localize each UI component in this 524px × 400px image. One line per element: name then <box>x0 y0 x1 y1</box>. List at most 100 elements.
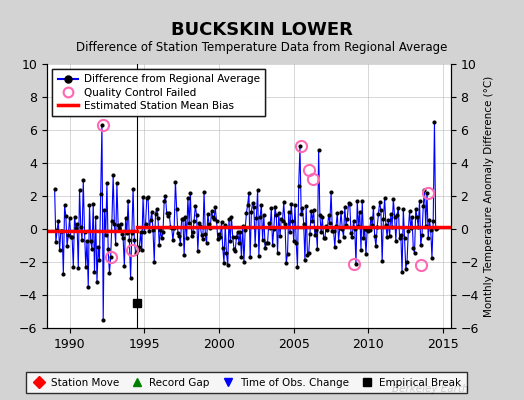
Point <box>123 230 131 236</box>
Point <box>70 214 79 220</box>
Point <box>62 212 70 219</box>
Point <box>266 225 274 232</box>
Point <box>69 264 78 270</box>
Point <box>334 238 343 244</box>
Point <box>52 239 60 245</box>
Point <box>354 223 363 229</box>
Point <box>130 237 138 243</box>
Point <box>297 211 305 217</box>
Point <box>256 214 264 220</box>
Point <box>340 234 348 240</box>
Point <box>68 234 77 240</box>
Point <box>175 233 183 239</box>
Point <box>151 210 160 217</box>
Point <box>407 225 415 232</box>
Point <box>212 218 221 224</box>
Point <box>119 235 127 242</box>
Point <box>275 210 283 216</box>
Point <box>359 235 368 241</box>
Text: Berkeley Earth: Berkeley Earth <box>392 384 469 394</box>
Point <box>110 221 118 227</box>
Point <box>431 226 440 233</box>
Point <box>154 215 162 222</box>
Point <box>330 228 338 234</box>
Point <box>285 209 293 215</box>
Point <box>247 208 256 215</box>
Point <box>383 234 391 240</box>
Point <box>152 206 161 212</box>
Point <box>411 206 420 212</box>
Point <box>356 209 364 215</box>
Point <box>419 203 428 210</box>
Point <box>50 186 59 192</box>
Point <box>234 229 242 235</box>
Point <box>394 205 402 211</box>
Point <box>418 232 426 238</box>
Point <box>208 208 216 214</box>
Point <box>75 186 84 193</box>
Point <box>170 224 178 231</box>
Point <box>391 238 400 244</box>
Point <box>420 187 429 193</box>
Point <box>125 236 134 243</box>
Point <box>112 240 120 247</box>
Point <box>98 122 106 128</box>
Point <box>290 238 298 244</box>
Point <box>126 275 135 281</box>
Point <box>372 243 380 250</box>
Point <box>317 229 325 236</box>
Point <box>344 200 353 206</box>
Point <box>409 245 418 252</box>
Point <box>388 224 396 230</box>
Point <box>146 217 155 223</box>
Point <box>378 258 386 265</box>
Point <box>95 257 104 264</box>
Point <box>327 189 335 195</box>
Point <box>332 223 340 229</box>
Point <box>277 216 286 222</box>
Point <box>174 230 182 236</box>
Point <box>417 242 425 248</box>
Point <box>199 236 207 242</box>
Point <box>368 222 376 228</box>
Point <box>376 199 384 205</box>
Point <box>352 261 360 267</box>
Point <box>343 216 352 222</box>
Text: BUCKSKIN LOWER: BUCKSKIN LOWER <box>171 21 353 39</box>
Point <box>414 224 422 230</box>
Point <box>99 316 107 323</box>
Point <box>198 232 206 238</box>
Point <box>337 209 345 216</box>
Point <box>66 215 74 221</box>
Point <box>294 182 303 189</box>
Point <box>235 240 243 246</box>
Point <box>347 230 355 236</box>
Point <box>122 215 130 222</box>
Point <box>406 208 414 215</box>
Point <box>148 209 156 215</box>
Point <box>89 201 97 207</box>
Legend: Difference from Regional Average, Quality Control Failed, Estimated Station Mean: Difference from Regional Average, Qualit… <box>52 69 265 116</box>
Point <box>245 189 253 196</box>
Point <box>160 198 168 204</box>
Point <box>93 278 101 285</box>
Point <box>115 225 124 231</box>
Point <box>288 218 297 224</box>
Point <box>357 246 365 253</box>
Point <box>56 247 64 253</box>
Point <box>124 198 132 204</box>
Point <box>353 198 362 204</box>
Point <box>168 225 176 231</box>
Point <box>225 216 233 222</box>
Point <box>328 228 336 234</box>
Point <box>254 186 262 193</box>
Point <box>408 214 416 220</box>
Point <box>67 234 75 240</box>
Point <box>165 210 173 216</box>
Point <box>255 253 263 259</box>
Point <box>335 224 344 231</box>
Point <box>325 220 334 226</box>
Point <box>220 260 228 266</box>
Point <box>58 228 67 234</box>
Point <box>96 191 105 198</box>
